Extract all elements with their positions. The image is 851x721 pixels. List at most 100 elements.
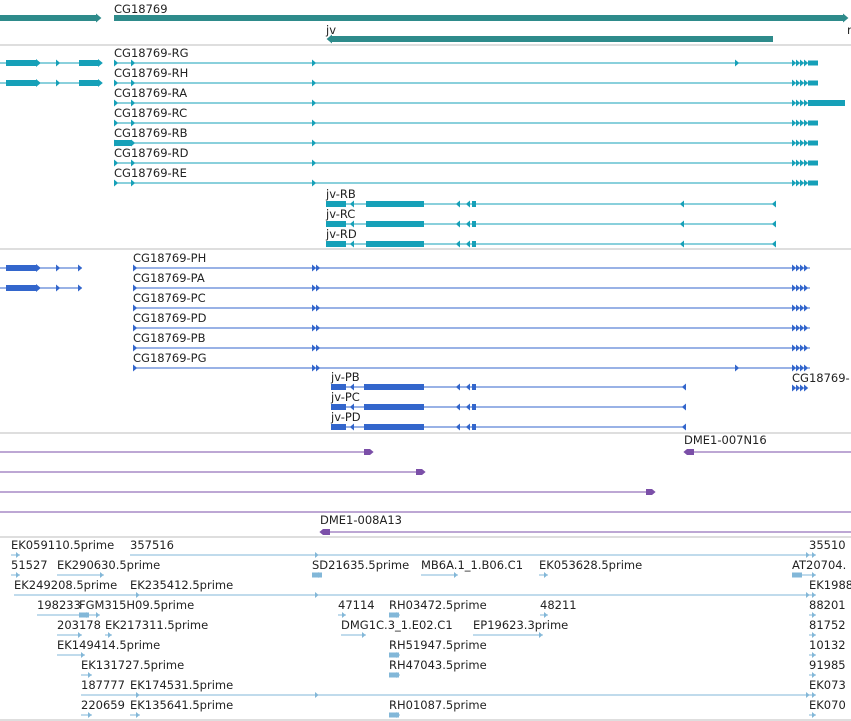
protein-label: jv-PB xyxy=(330,370,360,384)
est-feature[interactable]: 47114 xyxy=(338,598,375,618)
transcript-feature[interactable]: CG18769-RA xyxy=(114,86,845,107)
est-feature[interactable]: EK235412.5prime xyxy=(130,578,233,598)
protein-feature[interactable] xyxy=(0,264,83,272)
est-label: 220659 xyxy=(81,698,125,712)
transcript-feature[interactable] xyxy=(0,79,103,87)
clone-feature[interactable] xyxy=(0,469,426,475)
transcript-feature[interactable]: CG18769-RD xyxy=(114,146,818,167)
est-feature[interactable]: 203178 xyxy=(57,618,101,638)
est-feature[interactable]: EK131727.5prime xyxy=(81,658,184,678)
protein-feature[interactable]: jv-PB xyxy=(330,370,686,391)
protein-feature[interactable]: CG18769-PD xyxy=(133,311,810,332)
est-label: AT20704. xyxy=(792,558,846,572)
est-feature[interactable]: EK073 xyxy=(809,678,846,698)
est-feature[interactable]: EK149414.5prime xyxy=(57,638,160,658)
protein-feature[interactable]: CG18769-PG xyxy=(133,351,810,372)
est-feature[interactable]: RH47043.5prime xyxy=(389,658,487,678)
est-feature[interactable]: 81752 xyxy=(809,618,846,638)
est-feature[interactable]: 10132 xyxy=(809,638,846,658)
transcript-feature[interactable]: CG18769-RH xyxy=(114,66,818,87)
est-feature[interactable]: RH51947.5prime xyxy=(389,638,487,658)
clone-feature[interactable]: DME1-008A13 xyxy=(319,513,851,535)
protein-feature[interactable]: jv-PD xyxy=(330,410,686,431)
est-label: EK149414.5prime xyxy=(57,638,160,652)
est-label: EK174531.5prime xyxy=(130,678,233,692)
protein-feature[interactable]: CG18769- xyxy=(792,371,850,392)
est-feature[interactable]: EK135641.5prime xyxy=(130,698,233,718)
est-feature[interactable]: DMG1C.3_1.E02.C1 xyxy=(341,618,453,638)
est-label: EK1988 xyxy=(809,578,851,592)
transcript-label: CG18769-RA xyxy=(114,86,187,100)
est-label: SD21635.5prime xyxy=(312,558,409,572)
protein-label: CG18769-PH xyxy=(133,251,206,265)
gene-feature[interactable]: jv xyxy=(325,23,773,44)
protein-feature[interactable]: CG18769-PB xyxy=(133,331,810,352)
transcript-label: CG18769-RB xyxy=(114,126,188,140)
protein-feature[interactable]: CG18769-PH xyxy=(133,251,810,272)
est-track: EK059110.5prime 357516 35510 51527 EK290630.… xyxy=(11,538,851,718)
transcript-track: CG18769-RG CG18769-RH CG18769-RA CG18769-RC… xyxy=(0,46,845,248)
est-label: EK070 xyxy=(809,698,846,712)
transcript-feature[interactable]: CG18769-RG xyxy=(114,46,818,67)
transcript-label: CG18769-RD xyxy=(114,146,189,160)
protein-label: jv-PC xyxy=(330,390,360,404)
protein-feature[interactable]: jv-PC xyxy=(330,390,686,411)
est-feature[interactable]: 48211 xyxy=(540,598,577,618)
est-label: 35510 xyxy=(809,538,846,552)
est-label: EK135641.5prime xyxy=(130,698,233,712)
est-feature[interactable]: 357516 xyxy=(130,538,810,558)
est-feature[interactable]: EK217311.5prime xyxy=(105,618,208,638)
protein-feature[interactable]: CG18769-PC xyxy=(133,291,810,312)
est-feature[interactable]: FGM315H09.5prime xyxy=(79,598,194,618)
clone-feature[interactable] xyxy=(0,449,374,455)
protein-feature[interactable] xyxy=(0,284,83,292)
est-feature[interactable]: EK1988 xyxy=(809,578,851,598)
est-label: EK059110.5prime xyxy=(11,538,114,552)
est-feature[interactable]: EK174531.5prime xyxy=(130,678,233,698)
est-feature[interactable]: EK059110.5prime xyxy=(11,538,114,558)
est-feature[interactable]: EP19623.3prime xyxy=(473,618,568,638)
est-feature[interactable]: RH03472.5prime xyxy=(389,598,487,618)
protein-feature[interactable]: CG18769-PA xyxy=(133,271,810,292)
transcript-feature[interactable]: CG18769-RB xyxy=(114,126,818,147)
est-label: 187777 xyxy=(81,678,125,692)
est-feature[interactable]: 220659 xyxy=(81,698,125,718)
est-label: RH03472.5prime xyxy=(389,598,487,612)
clone-label: DME1-008A13 xyxy=(320,513,402,527)
clone-feature[interactable]: DME1-007N16 xyxy=(683,433,851,455)
est-feature[interactable]: EK053628.5prime xyxy=(539,558,642,578)
clone-track: DME1-007N16 DME1-008A13 xyxy=(0,433,851,535)
transcript-feature[interactable]: jv-RB xyxy=(325,187,776,208)
transcript-feature[interactable]: jv-RC xyxy=(325,207,776,228)
est-feature[interactable]: 35510 xyxy=(809,538,846,558)
est-feature[interactable]: 187777 xyxy=(81,678,810,698)
est-label: 48211 xyxy=(540,598,577,612)
est-label: 81752 xyxy=(809,618,846,632)
transcript-feature[interactable] xyxy=(0,59,103,67)
est-label: 47114 xyxy=(338,598,375,612)
gene-feature[interactable]: CG18769 xyxy=(114,2,849,23)
est-feature[interactable]: AT20704. xyxy=(792,558,846,578)
est-feature[interactable]: EK249208.5prime xyxy=(14,578,810,598)
est-label: 198233 xyxy=(37,598,81,612)
est-feature[interactable]: 51527 xyxy=(11,558,48,578)
est-feature[interactable]: 88201 xyxy=(809,598,846,618)
transcript-feature[interactable]: CG18769-RE xyxy=(114,166,818,187)
gene-feature[interactable] xyxy=(0,13,102,23)
est-feature[interactable]: 91985 xyxy=(809,658,846,678)
est-feature[interactable]: EK070 xyxy=(809,698,846,718)
est-feature[interactable]: EK290630.5prime xyxy=(57,558,160,578)
transcript-feature[interactable]: CG18769-RC xyxy=(114,106,818,127)
gene-feature[interactable]: r xyxy=(847,23,851,37)
protein-label: CG18769- xyxy=(792,371,850,385)
protein-label: CG18769-PC xyxy=(133,291,206,305)
est-feature[interactable]: RH01087.5prime xyxy=(389,698,487,718)
est-label: FGM315H09.5prime xyxy=(79,598,194,612)
transcript-label: CG18769-RE xyxy=(114,166,187,180)
transcript-feature[interactable]: jv-RD xyxy=(325,227,776,248)
est-feature[interactable]: MB6A.1_1.B06.C1 xyxy=(421,558,523,578)
est-feature[interactable]: SD21635.5prime xyxy=(312,558,409,578)
clone-feature[interactable] xyxy=(0,489,656,495)
